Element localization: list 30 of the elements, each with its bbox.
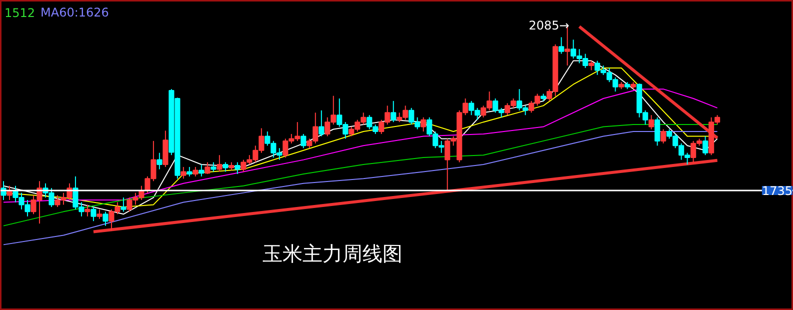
candlestick (180, 166, 186, 180)
text: 1512 (4, 6, 36, 20)
text: MA60:1626 (40, 6, 109, 20)
candlestick (390, 100, 396, 123)
candlestick (702, 136, 708, 156)
candlestick (102, 211, 108, 226)
candlestick (648, 114, 654, 130)
candlestick (558, 36, 564, 54)
candlestick (96, 208, 102, 220)
candlestick (318, 110, 324, 137)
candlestick (210, 162, 216, 172)
candlestick (198, 164, 204, 177)
candlestick (90, 206, 96, 222)
candlestick (156, 152, 162, 170)
annotation: 2085→ (528, 18, 570, 33)
candlestick (192, 166, 198, 177)
candlestick (660, 128, 666, 144)
candlestick (420, 116, 426, 132)
text: 1735 (762, 184, 793, 198)
candlestick (84, 204, 90, 217)
candlestick (120, 197, 126, 212)
candlestick (234, 162, 240, 174)
candlestick (300, 133, 306, 149)
candlestick (654, 116, 660, 146)
candlestick (222, 162, 228, 172)
candlestick (588, 60, 594, 71)
text: 玉米主力周线图 (262, 242, 402, 266)
candlestick (204, 162, 210, 174)
candlestick (216, 154, 222, 172)
candlestick (186, 166, 192, 177)
